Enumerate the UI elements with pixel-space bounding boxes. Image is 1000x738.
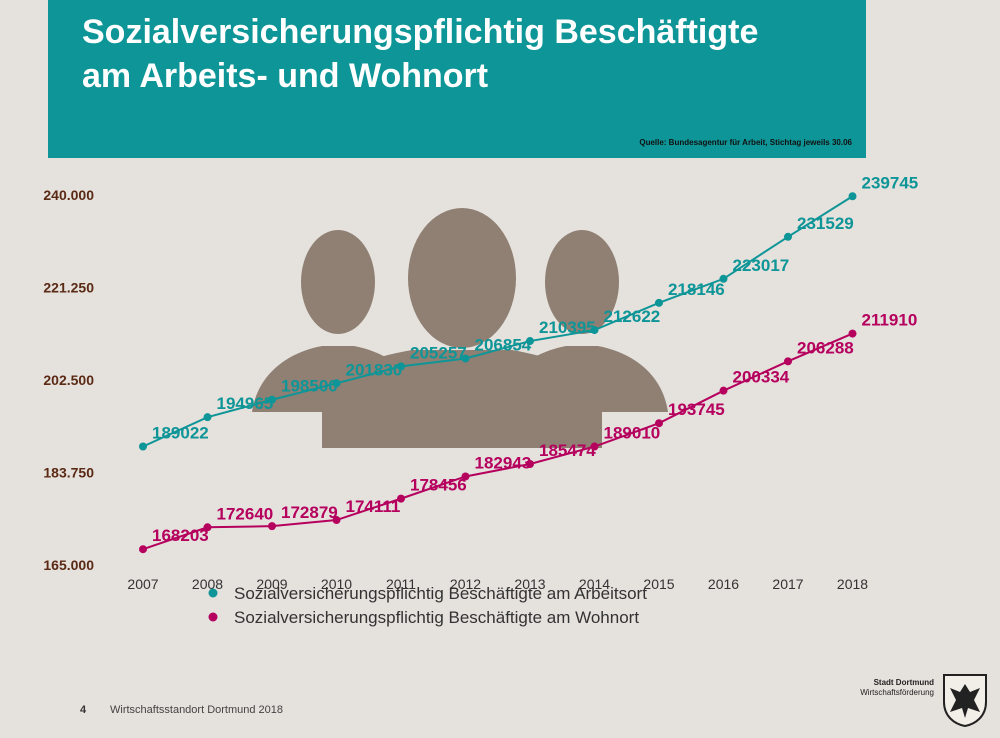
data-point [397, 362, 405, 371]
data-label: 198500 [281, 377, 338, 396]
page-title: Sozialversicherungspflichtig Beschäftigt… [82, 10, 758, 98]
data-label: 193745 [668, 400, 725, 419]
y-tick-label: 202.500 [43, 372, 94, 388]
data-point [139, 442, 147, 451]
footer-text: Wirtschaftsstandort Dortmund 2018 [110, 704, 284, 716]
data-label: 174111 [346, 497, 401, 516]
x-tick-label: 2011 [386, 576, 416, 592]
data-point [784, 357, 792, 366]
y-tick-label: 221.250 [43, 280, 94, 296]
x-tick-label: 2013 [514, 576, 545, 592]
x-tick-label: 2017 [772, 576, 803, 592]
data-point [719, 274, 728, 283]
x-tick-label: 2018 [837, 576, 868, 592]
data-label: 182943 [475, 453, 532, 472]
people-group-icon [252, 208, 668, 448]
logo-line-2: Wirtschaftsförderung [860, 688, 934, 697]
data-label: 172640 [217, 504, 274, 523]
legend-label: Sozialversicherungspflichtig Beschäftigt… [234, 608, 639, 627]
y-tick-label: 165.000 [43, 557, 94, 573]
data-point [848, 329, 857, 338]
title-banner: Sozialversicherungspflichtig Beschäftigt… [48, 0, 866, 158]
title-line-1: Sozialversicherungspflichtig Beschäftigt… [82, 13, 759, 51]
x-tick-label: 2016 [708, 576, 739, 592]
logo-line-1: Stadt Dortmund [873, 678, 934, 687]
data-label: 201830 [346, 360, 403, 379]
data-label: 178456 [410, 476, 467, 495]
title-line-2: am Arbeits- und Wohnort [82, 57, 489, 95]
x-tick-label: 2010 [321, 576, 352, 592]
x-tick-label: 2014 [579, 576, 610, 592]
data-point [848, 192, 857, 201]
data-label: 212622 [604, 307, 661, 326]
data-label: 185474 [539, 441, 596, 460]
x-tick-label: 2015 [643, 576, 674, 592]
data-point [203, 523, 212, 532]
data-point [590, 442, 599, 451]
data-label: 206854 [475, 336, 532, 355]
data-label: 194965 [217, 394, 274, 413]
x-tick-label: 2008 [192, 576, 223, 592]
logo-text: Stadt Dortmund Wirtschaftsförderung [858, 678, 934, 698]
data-point [719, 386, 728, 395]
legend-marker [208, 612, 218, 622]
data-point [268, 395, 276, 404]
data-label: 239745 [862, 173, 919, 192]
data-label: 218146 [668, 280, 725, 299]
legend-marker [208, 588, 218, 598]
data-point [461, 354, 470, 363]
data-point [397, 494, 405, 503]
y-tick-label: 183.750 [43, 465, 94, 481]
data-label: 223017 [733, 256, 790, 275]
data-label: 200334 [733, 368, 790, 387]
page-number: 4 [80, 704, 87, 716]
series-line [142, 332, 853, 551]
x-tick-label: 2007 [127, 576, 158, 592]
data-point [139, 545, 147, 554]
data-point [526, 459, 534, 468]
data-label: 231529 [797, 214, 854, 233]
data-point [461, 472, 470, 481]
data-label: 172879 [281, 503, 338, 522]
data-label: 206288 [797, 338, 854, 357]
series-line [142, 195, 854, 448]
dortmund-eagle-crest-icon [943, 674, 987, 728]
data-point [590, 326, 599, 335]
y-tick-label: 240.000 [43, 187, 94, 203]
legend-label: Sozialversicherungspflichtig Beschäftigt… [234, 584, 647, 603]
x-tick-label: 2012 [450, 576, 481, 592]
data-point [203, 413, 212, 422]
data-label: 189010 [604, 424, 661, 443]
data-point [655, 419, 663, 428]
data-label: 189022 [152, 423, 209, 442]
data-label: 211910 [862, 311, 918, 330]
data-label: 210395 [539, 318, 596, 337]
data-point [526, 337, 534, 346]
data-point [332, 379, 341, 388]
source-note: Quelle: Bundesagentur für Arbeit, Sticht… [639, 138, 852, 147]
x-tick-label: 2009 [256, 576, 287, 592]
data-label: 168203 [152, 526, 209, 545]
data-point [655, 298, 663, 307]
data-point [332, 516, 341, 525]
data-point [268, 522, 276, 531]
data-label: 205257 [410, 343, 467, 362]
data-point [784, 232, 792, 241]
